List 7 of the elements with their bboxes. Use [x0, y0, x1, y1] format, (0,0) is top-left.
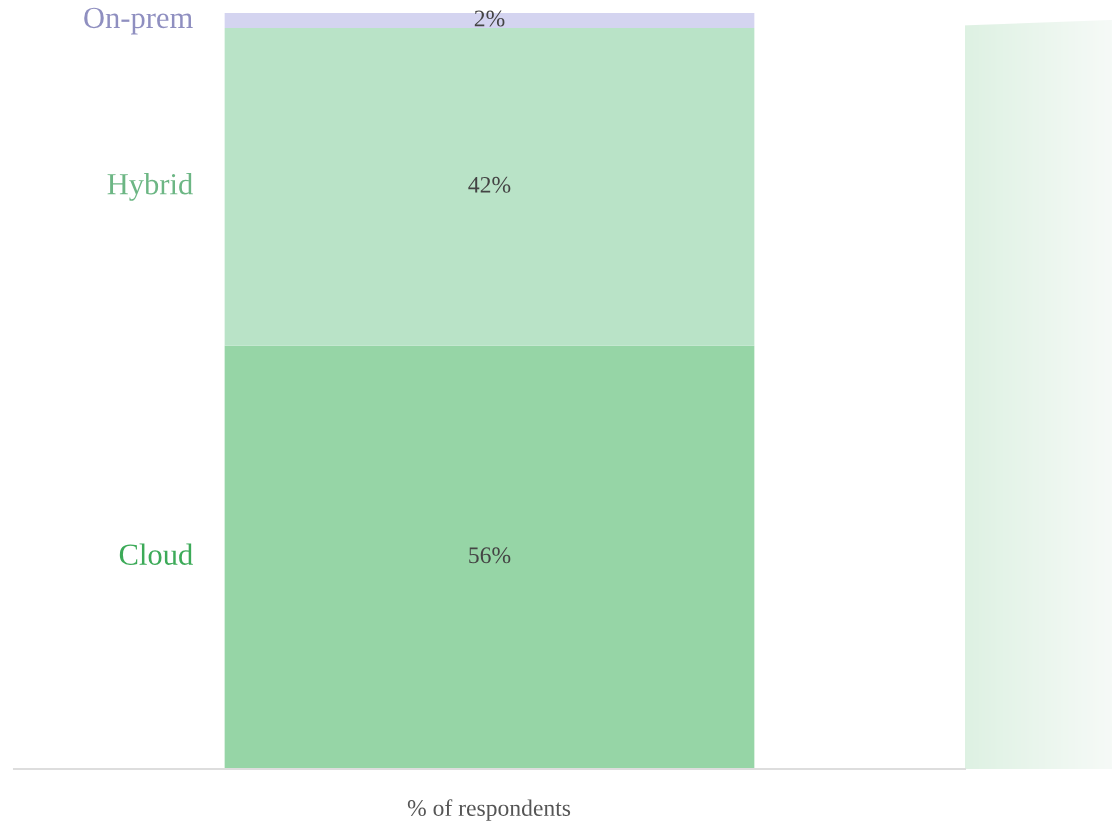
series-label: On-prem	[84, 7, 193, 35]
series-label: Cloud	[119, 543, 193, 565]
data-label: 56%	[469, 547, 511, 564]
x-axis-title: % of respondents	[407, 799, 571, 821]
data-label: 2%	[474, 10, 505, 27]
series-label: Hybrid	[107, 172, 193, 201]
data-label: 42%	[468, 176, 511, 193]
